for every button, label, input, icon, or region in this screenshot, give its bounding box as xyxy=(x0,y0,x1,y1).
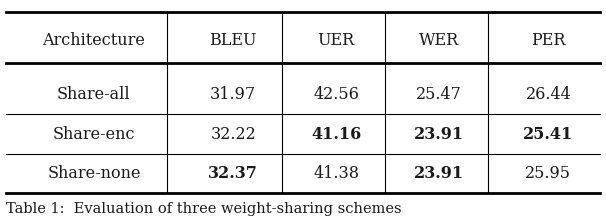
Text: 32.37: 32.37 xyxy=(208,165,258,182)
Text: UER: UER xyxy=(318,32,355,49)
Text: 32.22: 32.22 xyxy=(210,126,256,143)
Text: 25.95: 25.95 xyxy=(525,165,571,182)
Text: 23.91: 23.91 xyxy=(415,165,464,182)
Text: 26.44: 26.44 xyxy=(525,86,571,103)
Text: WER: WER xyxy=(419,32,459,49)
Text: 42.56: 42.56 xyxy=(313,86,359,103)
Text: Table 1:  Evaluation of three weight-sharing schemes: Table 1: Evaluation of three weight-shar… xyxy=(6,202,402,216)
Text: Architecture: Architecture xyxy=(42,32,145,49)
Text: Share-enc: Share-enc xyxy=(53,126,135,143)
Text: Share-all: Share-all xyxy=(57,86,131,103)
Text: 25.41: 25.41 xyxy=(524,126,573,143)
Text: 31.97: 31.97 xyxy=(210,86,256,103)
Text: 41.38: 41.38 xyxy=(313,165,359,182)
Text: BLEU: BLEU xyxy=(210,32,257,49)
Text: PER: PER xyxy=(531,32,565,49)
Text: 23.91: 23.91 xyxy=(415,126,464,143)
Text: 25.47: 25.47 xyxy=(416,86,462,103)
Text: 41.16: 41.16 xyxy=(311,126,361,143)
Text: Share-none: Share-none xyxy=(47,165,141,182)
